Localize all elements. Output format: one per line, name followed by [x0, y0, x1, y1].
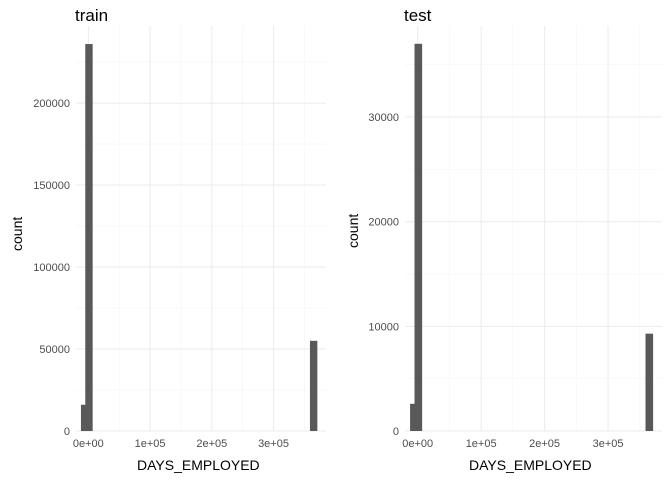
train-title: train — [75, 6, 109, 25]
y-tick-label: 50000 — [39, 344, 70, 356]
x-tick-label: 2e+05 — [529, 438, 560, 450]
test-x-axis-label: DAYS_EMPLOYED — [469, 457, 592, 473]
histogram-bar — [645, 333, 654, 431]
y-tick-label: 20000 — [368, 217, 399, 229]
x-tick-label: 1e+05 — [135, 438, 166, 450]
y-tick-label: 0 — [64, 426, 70, 438]
y-tick-label: 150000 — [33, 180, 70, 192]
train-plot: 0 50000 100000 150000 200000 0e+00 1e+05 2e+05 3… — [33, 26, 326, 450]
y-tick-label: 10000 — [368, 321, 399, 333]
x-tick-label: 1e+05 — [466, 438, 497, 450]
histogram-bar — [85, 44, 93, 431]
train-panel: train count DAYS_EMPLOYED 0 50000 100000 15… — [9, 6, 326, 473]
train-x-axis-label: DAYS_EMPLOYED — [137, 457, 260, 473]
histogram-bar — [414, 43, 423, 431]
test-title: test — [404, 6, 432, 25]
y-tick-label: 100000 — [33, 262, 70, 274]
x-tick-label: 3e+05 — [258, 438, 289, 450]
histogram-bar — [80, 404, 89, 431]
histogram-bar — [309, 340, 318, 431]
y-tick-label: 0 — [393, 426, 399, 438]
test-plot: 0 10000 20000 30000 0e+00 1e+05 2e+05 3e+05 — [368, 26, 662, 450]
x-tick-label: 2e+05 — [196, 438, 227, 450]
y-tick-label: 30000 — [368, 112, 399, 124]
y-tick-label: 200000 — [33, 98, 70, 110]
x-tick-label: 3e+05 — [593, 438, 624, 450]
test-panel: test count DAYS_EMPLOYED 0 10000 20000 3000… — [336, 0, 672, 480]
x-tick-label: 0e+00 — [402, 438, 433, 450]
x-tick-label: 0e+00 — [73, 438, 104, 450]
histogram-bar — [410, 403, 418, 431]
